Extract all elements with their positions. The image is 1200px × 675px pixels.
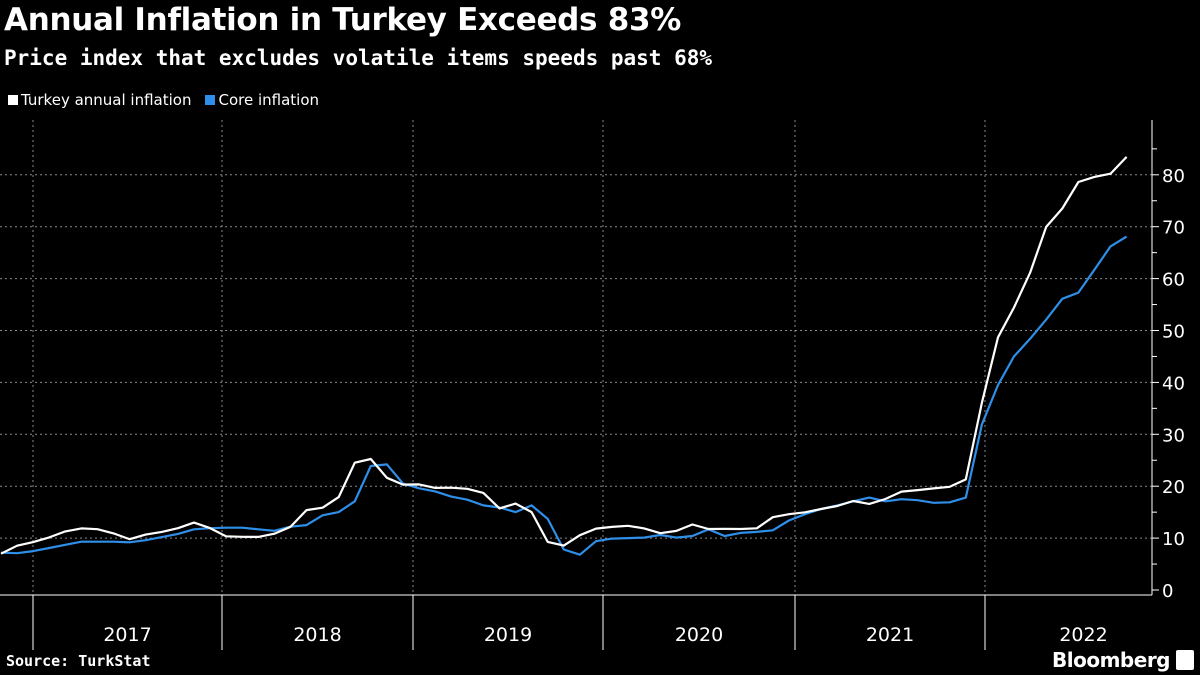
x-tick-label: 2018 xyxy=(293,624,341,646)
legend: Turkey annual inflation Core inflation xyxy=(8,91,319,109)
x-tick-label: 2022 xyxy=(1059,624,1107,646)
y-tick-label: 10 xyxy=(1162,529,1185,550)
y-tick-label: 50 xyxy=(1162,322,1185,343)
y-tick-label: 30 xyxy=(1162,425,1185,446)
legend-label-turkey: Turkey annual inflation xyxy=(21,91,192,109)
y-tick-label: 20 xyxy=(1162,477,1185,498)
chart-subtitle: Price index that excludes volatile items… xyxy=(4,46,713,70)
source-note: Source: TurkStat xyxy=(6,652,151,670)
legend-label-core: Core inflation xyxy=(218,91,320,109)
y-tick-label: 70 xyxy=(1162,218,1185,239)
y-tick-label: 60 xyxy=(1162,270,1185,291)
series-line-core-inflation xyxy=(0,235,1128,556)
chart-title: Annual Inflation in Turkey Exceeds 83% xyxy=(4,2,682,38)
legend-item-turkey: Turkey annual inflation xyxy=(8,91,191,109)
legend-swatch-core xyxy=(205,95,216,105)
series-line-turkey-inflation xyxy=(0,156,1128,555)
y-tick-label: 80 xyxy=(1162,166,1185,187)
x-tick-label: 2019 xyxy=(484,624,532,646)
x-tick-label: 2021 xyxy=(866,624,914,646)
x-tick-label: 2020 xyxy=(675,624,723,646)
y-tick-label: 40 xyxy=(1162,373,1185,394)
y-tick-label: 0 xyxy=(1162,581,1173,602)
x-tick-label: 2017 xyxy=(103,624,151,646)
bloomberg-chart-icon xyxy=(1176,650,1194,670)
legend-swatch-turkey xyxy=(8,95,18,105)
bloomberg-logo: Bloomberg xyxy=(1052,648,1170,672)
legend-item-core: Core inflation xyxy=(205,91,319,109)
